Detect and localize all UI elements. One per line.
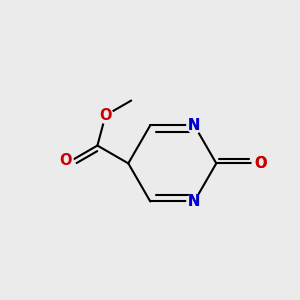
Text: O: O [254,156,266,171]
Text: N: N [188,118,200,133]
Text: N: N [188,194,200,209]
Text: O: O [59,153,71,168]
Text: N: N [188,118,200,133]
Text: N: N [188,194,200,209]
Text: O: O [254,156,266,171]
Text: O: O [99,108,112,123]
